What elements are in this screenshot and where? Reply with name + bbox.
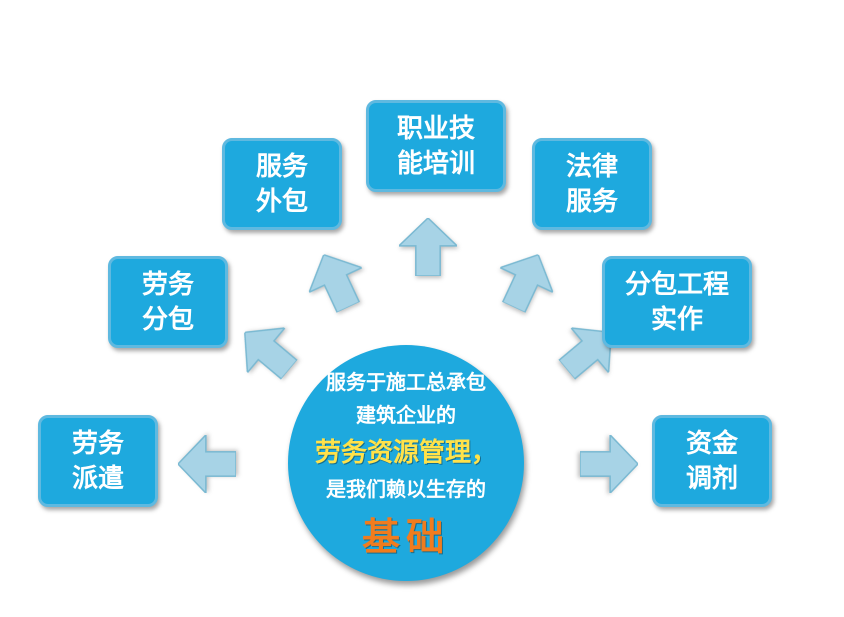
node-label: 劳务分包 — [142, 267, 194, 337]
arrow-to-n2 — [226, 310, 308, 392]
node-label: 劳务派遣 — [72, 426, 124, 496]
node-vocational-training: 职业技能培训 — [366, 100, 506, 192]
center-line-1: 服务于施工总承包 — [326, 366, 486, 395]
node-service-outsourcing: 服务外包 — [222, 138, 342, 230]
node-labor-dispatch: 劳务派遣 — [38, 415, 158, 507]
arrow-to-n3 — [297, 242, 374, 319]
arrow-to-n7 — [580, 435, 638, 493]
center-line-5: 基础 — [362, 506, 450, 561]
arrow-to-n5 — [487, 242, 564, 319]
diagram-canvas: 劳务派遣 劳务分包 服务外包 职业技能培训 法律服务 分包工程实作 资金调剂 服… — [0, 0, 844, 617]
arrow-to-n1 — [178, 435, 236, 493]
node-legal-services: 法律服务 — [532, 138, 652, 230]
center-line-4: 是我们赖以生存的 — [326, 473, 486, 502]
node-labor-subcontract: 劳务分包 — [108, 256, 228, 348]
arrow-to-n4 — [399, 218, 457, 276]
center-hub: 服务于施工总承包 建筑企业的 劳务资源管理， 是我们赖以生存的 基础 — [288, 345, 524, 581]
node-subcontract-works: 分包工程实作 — [602, 256, 752, 348]
center-line-2: 建筑企业的 — [356, 399, 456, 428]
node-fund-allocation: 资金调剂 — [652, 415, 772, 507]
node-label: 资金调剂 — [686, 426, 738, 496]
node-label: 法律服务 — [566, 149, 618, 219]
node-label: 分包工程实作 — [625, 267, 729, 337]
node-label: 服务外包 — [256, 149, 308, 219]
center-line-3: 劳务资源管理， — [315, 432, 497, 469]
node-label: 职业技能培训 — [397, 111, 475, 181]
